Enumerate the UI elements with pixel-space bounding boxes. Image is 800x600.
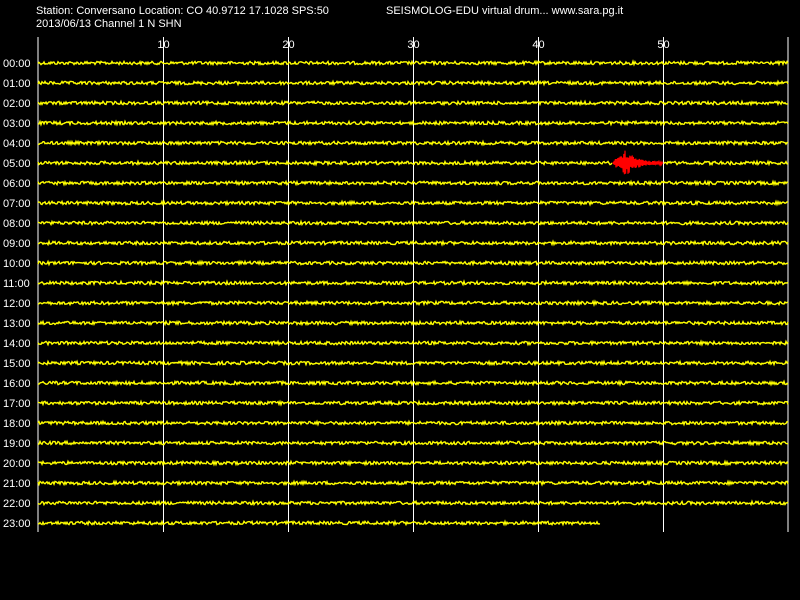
trace-layer xyxy=(37,59,789,527)
trace-2100 xyxy=(37,479,789,487)
hour-label-0900: 09:00 xyxy=(3,238,31,250)
trace-1300 xyxy=(37,319,789,327)
hour-label-1300: 13:00 xyxy=(3,318,31,330)
trace-0900 xyxy=(37,239,789,247)
trace-1000 xyxy=(37,259,789,267)
hour-label-0700: 07:00 xyxy=(3,198,31,210)
hour-label-1700: 17:00 xyxy=(3,398,31,410)
hour-label-2300: 23:00 xyxy=(3,518,31,530)
x-tick-label-50: 50 xyxy=(657,39,669,51)
trace-0400 xyxy=(37,139,789,147)
x-tick-labels: 10 20 30 40 50 xyxy=(157,39,669,51)
app-title: SEISMOLOG-EDU virtual drum... www.sara.p… xyxy=(386,5,624,17)
trace-2300 xyxy=(37,519,601,527)
x-tick-label-30: 30 xyxy=(407,39,419,51)
trace-1900 xyxy=(37,439,789,447)
trace-0500 xyxy=(37,159,613,167)
hour-label-0300: 03:00 xyxy=(3,118,31,130)
trace-0200 xyxy=(37,99,788,107)
trace-2000 xyxy=(37,459,789,467)
station-info: Station: Conversano Location: CO 40.9712… xyxy=(36,5,329,17)
trace-0300 xyxy=(37,119,789,127)
hour-label-2000: 20:00 xyxy=(3,458,31,470)
trace-2200 xyxy=(37,499,789,507)
trace-1800 xyxy=(37,419,789,427)
hour-label-0600: 06:00 xyxy=(3,178,31,190)
x-tick-label-20: 20 xyxy=(282,39,294,51)
hour-label-2100: 21:00 xyxy=(3,478,31,490)
trace-0800 xyxy=(37,219,789,227)
trace-1500 xyxy=(37,359,789,367)
hour-label-1000: 10:00 xyxy=(3,258,31,270)
trace-1700 xyxy=(37,399,789,407)
hour-label-1800: 18:00 xyxy=(3,418,31,430)
trace-1600 xyxy=(37,379,789,387)
hour-label-0500: 05:00 xyxy=(3,158,31,170)
hour-label-0000: 00:00 xyxy=(3,58,31,70)
hour-label-1500: 15:00 xyxy=(3,358,31,370)
hour-label-0200: 02:00 xyxy=(3,98,31,110)
hour-label-1900: 19:00 xyxy=(3,438,31,450)
hour-label-0800: 08:00 xyxy=(3,218,31,230)
trace-0100 xyxy=(37,79,789,87)
trace-0700 xyxy=(37,199,788,207)
trace-0000 xyxy=(37,59,789,67)
hour-label-0100: 01:00 xyxy=(3,78,31,90)
trace-1400 xyxy=(37,339,789,347)
trace-1200 xyxy=(37,299,789,307)
hour-label-1100: 11:00 xyxy=(3,278,30,290)
hour-label-1600: 16:00 xyxy=(3,378,31,390)
hour-labels: 00:00 01:00 02:00 03:00 04:00 05:00 06:00 07:00… xyxy=(3,58,31,530)
hour-label-0400: 04:00 xyxy=(3,138,31,150)
hour-label-1200: 12:00 xyxy=(3,298,31,310)
hour-label-1400: 14:00 xyxy=(3,338,31,350)
x-tick-label-10: 10 xyxy=(157,39,169,51)
hour-label-2200: 22:00 xyxy=(3,498,31,510)
trace-0500-after-event xyxy=(663,159,789,167)
x-tick-label-40: 40 xyxy=(532,39,544,51)
trace-0600 xyxy=(37,179,789,187)
date-channel-info: 2013/06/13 Channel 1 N SHN xyxy=(36,18,182,30)
grid-layer xyxy=(37,37,789,532)
trace-1100 xyxy=(37,279,789,287)
earthquake-event-trace xyxy=(612,150,664,175)
